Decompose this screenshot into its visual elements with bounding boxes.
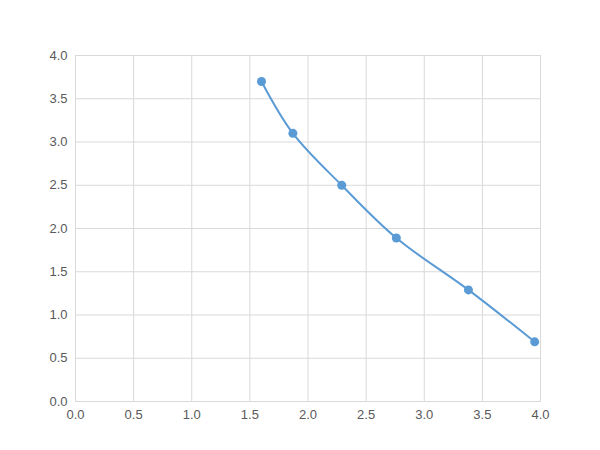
- svg-text:3.5: 3.5: [473, 407, 491, 422]
- svg-text:4.0: 4.0: [49, 48, 67, 63]
- svg-text:1.5: 1.5: [49, 264, 67, 279]
- svg-text:2.5: 2.5: [49, 177, 67, 192]
- svg-text:1.0: 1.0: [49, 307, 67, 322]
- svg-text:3.5: 3.5: [49, 91, 67, 106]
- svg-text:1.0: 1.0: [183, 407, 201, 422]
- svg-text:2.5: 2.5: [357, 407, 375, 422]
- svg-text:2.0: 2.0: [49, 221, 67, 236]
- svg-text:0.5: 0.5: [125, 407, 143, 422]
- svg-text:2.0: 2.0: [299, 407, 317, 422]
- svg-text:0.0: 0.0: [66, 407, 84, 422]
- svg-text:0.0: 0.0: [49, 394, 67, 409]
- svg-text:3.0: 3.0: [49, 134, 67, 149]
- svg-text:3.0: 3.0: [415, 407, 433, 422]
- svg-text:4.0: 4.0: [531, 407, 549, 422]
- svg-text:0.5: 0.5: [49, 350, 67, 365]
- svg-text:1.5: 1.5: [241, 407, 259, 422]
